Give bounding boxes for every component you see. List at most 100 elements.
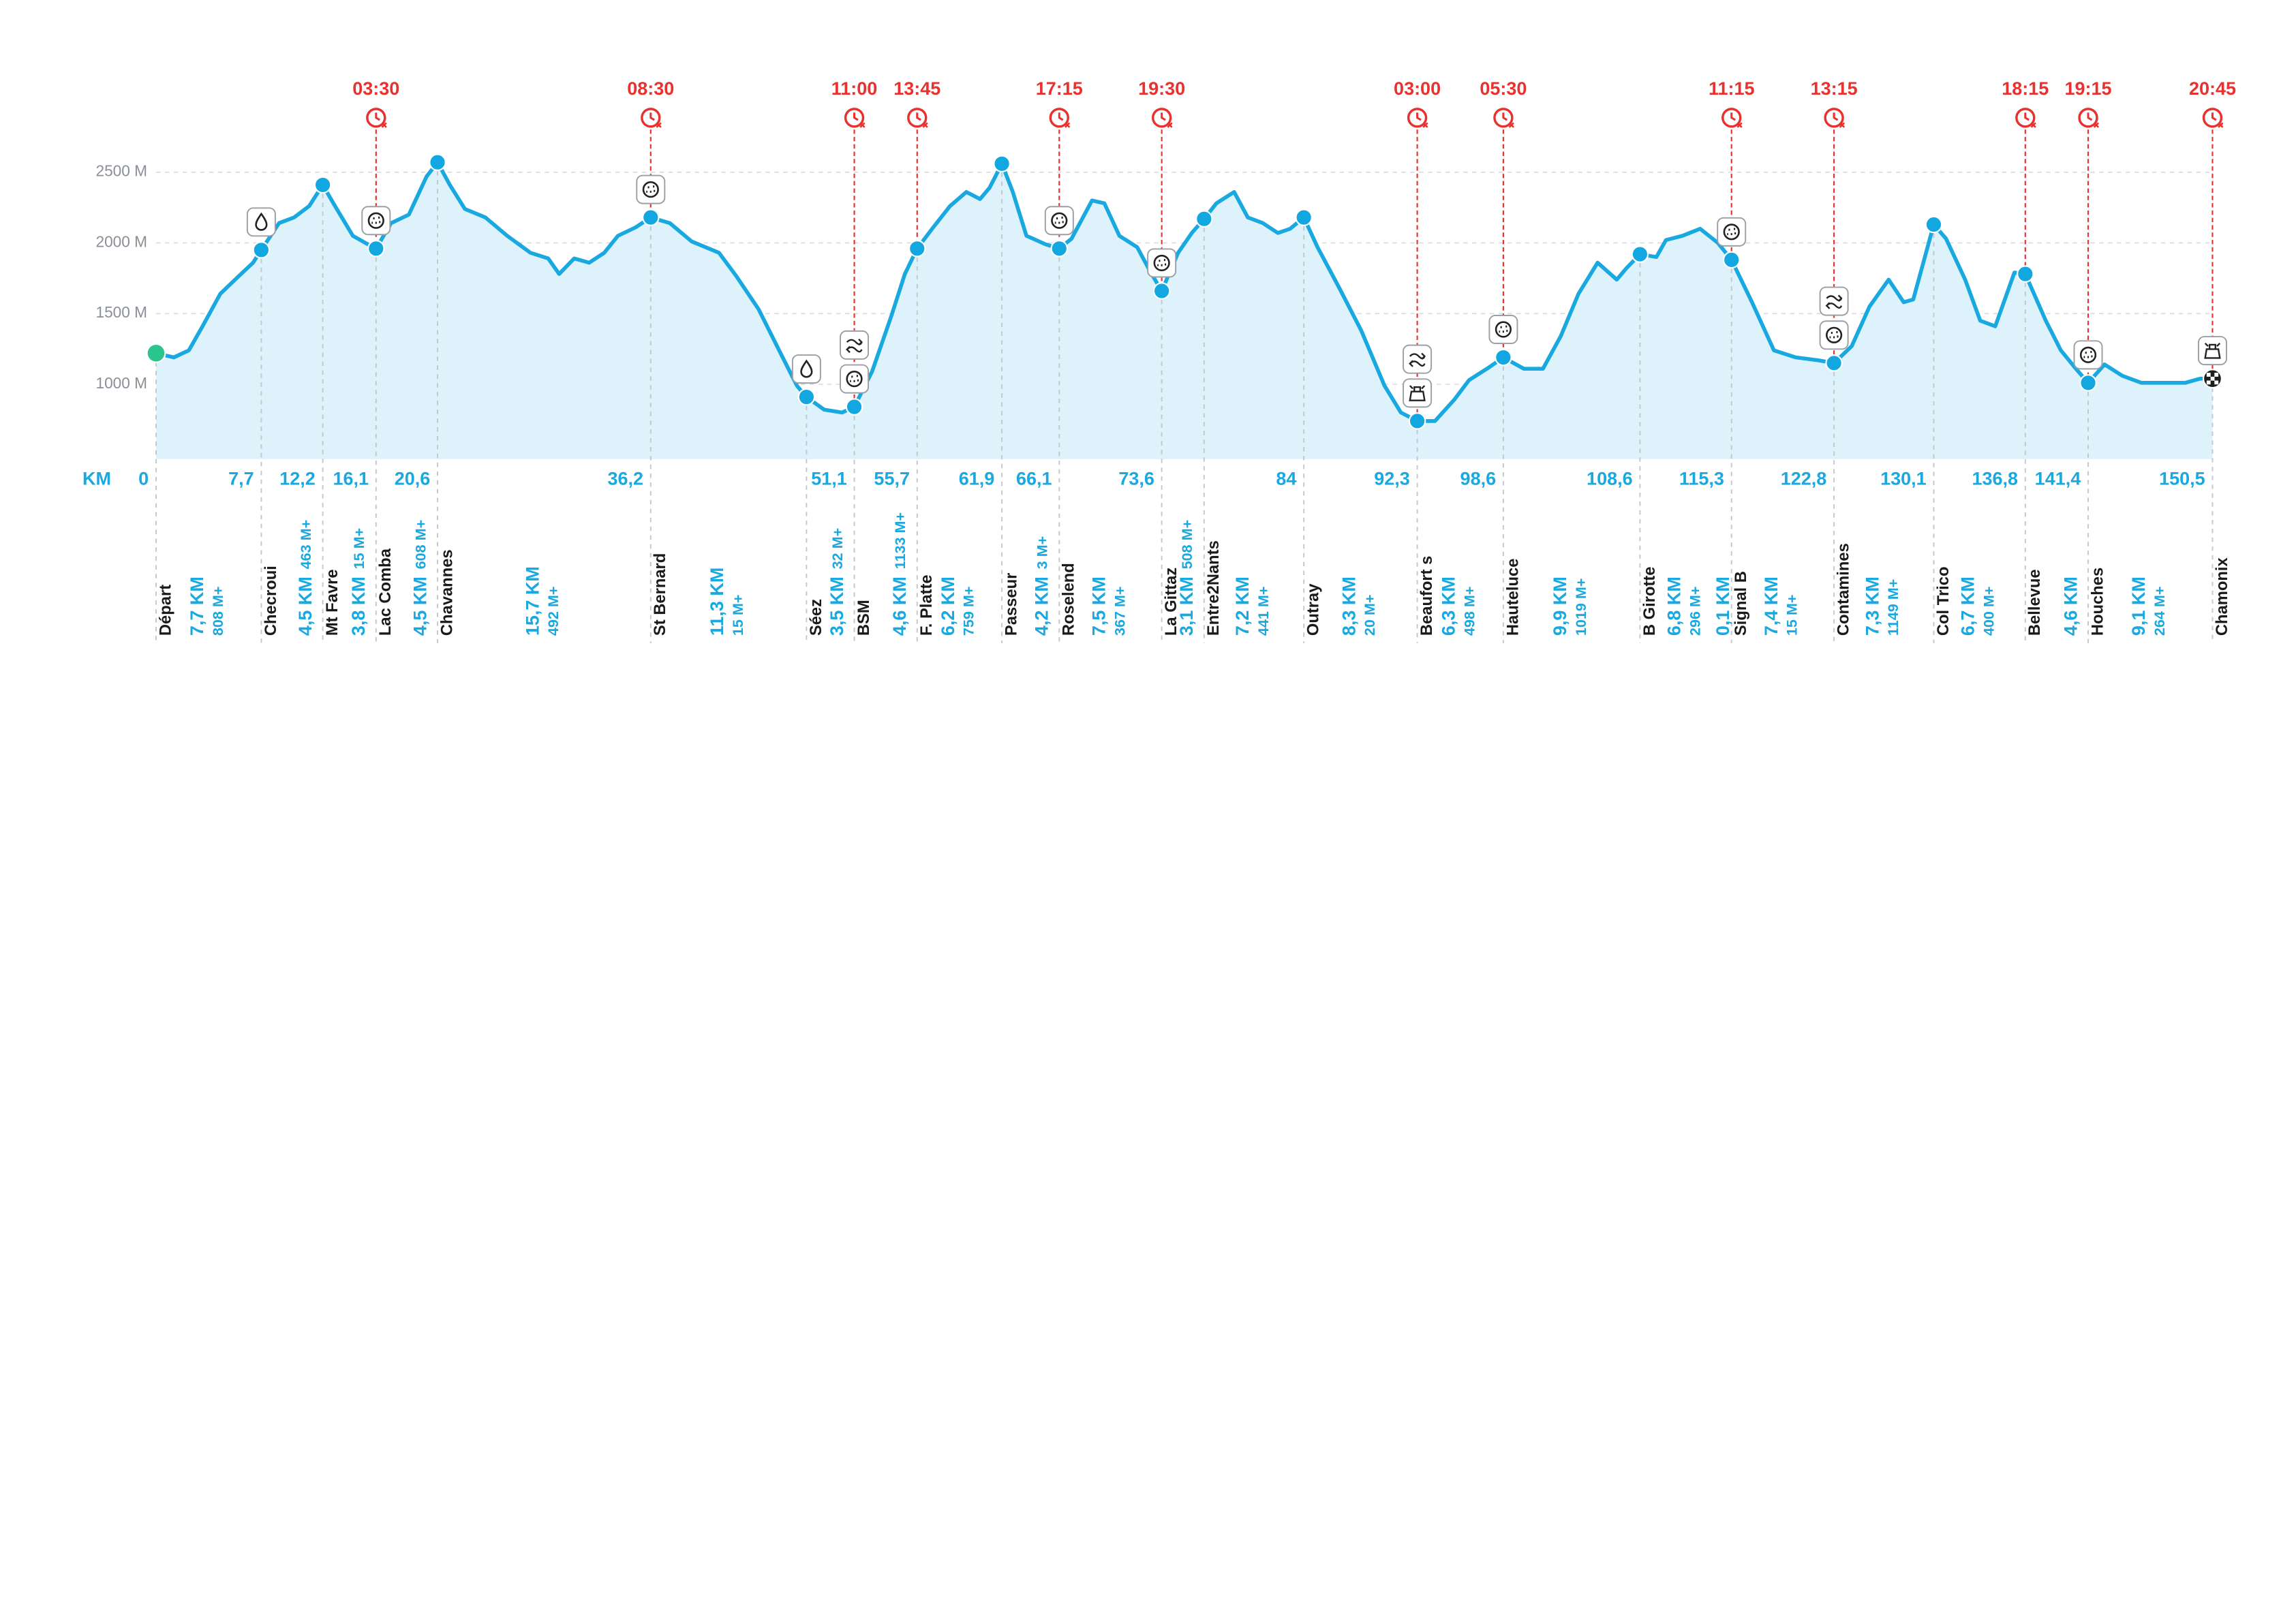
checkpoint-name: Beaufort s	[1418, 556, 1436, 636]
food-dots	[371, 216, 381, 224]
clock-cross	[2030, 122, 2036, 128]
segment-distance: 7,2 KM	[1232, 576, 1253, 636]
clock-cross	[1508, 122, 1514, 128]
food-dots	[646, 185, 656, 193]
x-tick-label: 55,7	[874, 468, 910, 489]
service-icon	[1488, 314, 1518, 344]
checkpoint-name: St Bernard	[651, 553, 669, 636]
clock-hands	[1502, 112, 1508, 121]
service-icon	[1044, 206, 1074, 236]
cutoff-time: 11:00	[831, 78, 878, 99]
segment-distance: 9,9 KM	[1550, 576, 1570, 636]
bag-icon	[2204, 342, 2221, 359]
segment-gain: 492 M+	[545, 587, 562, 636]
cutoff-time: 18:15	[2002, 78, 2049, 99]
cutoff-time: 05:30	[1480, 78, 1527, 99]
service-icon	[636, 174, 666, 204]
checkpoint-name: Séez	[807, 599, 825, 636]
clock-cross	[922, 122, 928, 128]
x-tick-label: 92,3	[1374, 468, 1410, 489]
checkpoint-point	[1295, 208, 1313, 226]
segment-label: 3,5 KM 32 M+	[827, 528, 847, 636]
finish-checks	[2206, 373, 2219, 385]
clock-hands	[375, 112, 380, 121]
finish-point	[2203, 369, 2222, 389]
clock-hands	[2024, 112, 2030, 121]
x-tick-label: 16,1	[333, 468, 369, 489]
clock-cross	[1422, 122, 1428, 128]
cutoff-time: 20:45	[2189, 78, 2236, 99]
segment-label: 4,6 KM 1133 M+	[889, 512, 910, 636]
water-icon	[255, 212, 268, 231]
checkpoint-point	[1925, 215, 1943, 234]
food-icon	[1051, 212, 1068, 229]
x-tick-label: 122,8	[1781, 468, 1827, 489]
segment-gain: 608 M+	[412, 520, 429, 570]
segment-distance: 3,5 KM	[827, 576, 847, 636]
segment-gain: 15 M+	[350, 528, 367, 570]
food-icon	[367, 212, 384, 229]
x-tick-label: 20,6	[395, 468, 431, 489]
icon-box	[840, 330, 870, 360]
x-tick-label: 0	[138, 468, 149, 489]
clock-hands	[1161, 112, 1166, 121]
clock-hands	[1833, 112, 1839, 121]
icon-box	[840, 364, 870, 394]
segment-label: 4,5 KM 463 M+	[295, 520, 316, 636]
checkpoint-name: F. Platte	[917, 574, 936, 636]
segment-distance: 4,5 KM	[295, 576, 316, 636]
cutoff-icon	[366, 108, 387, 128]
food-icon	[2079, 346, 2097, 363]
segment-gain: 463 M+	[297, 520, 314, 570]
cutoff-icon	[1151, 108, 1173, 128]
x-axis-label: KM	[82, 468, 111, 489]
clock-hands	[649, 112, 655, 121]
service-icon	[840, 330, 870, 360]
segment-gain: 441 M+	[1255, 587, 1272, 636]
clock-cross	[1736, 122, 1743, 128]
cutoff-icon	[2078, 108, 2100, 128]
checkpoint-name: B Girotte	[1640, 566, 1659, 636]
segment-gain: 3 M+	[1033, 536, 1050, 570]
service-icon	[1717, 217, 1747, 247]
food-icon	[642, 181, 659, 198]
x-tick-label: 12,2	[279, 468, 316, 489]
checkpoint-point	[1495, 348, 1512, 367]
checkpoint-name: Entre2Nants	[1204, 540, 1223, 636]
checkpoint-point	[908, 240, 926, 258]
checkpoint-name: Départ	[156, 585, 174, 636]
checkpoint-point	[1825, 354, 1843, 372]
segment-distance: 4,6 KM	[2060, 576, 2081, 636]
clock-hands	[2087, 112, 2093, 121]
clock-cross	[1839, 122, 1846, 128]
cutoff-time: 08:30	[627, 78, 674, 99]
segment-distance: 0,1 KM	[1713, 576, 1733, 636]
checkpoint-name: Contamines	[1835, 543, 1853, 636]
x-tick-label: 141,4	[2035, 468, 2081, 489]
cutoff-time: 03:30	[352, 78, 399, 99]
checkpoint-name: Chamonix	[2213, 557, 2231, 636]
segment-distance: 3,1 KM	[1176, 576, 1197, 636]
segment-distance: 6,8 KM	[1664, 576, 1685, 636]
y-tick-label: 2000 M	[95, 232, 147, 250]
cutoff-icon	[1407, 108, 1428, 128]
checkpoint-name: Hauteluce	[1503, 559, 1522, 636]
icon-box	[1819, 320, 1849, 350]
food-icon	[1723, 223, 1740, 241]
segment-distance: 6,7 KM	[1958, 576, 1978, 636]
segment-distance: 11,3 KM	[707, 568, 727, 636]
clock-hands	[1058, 112, 1064, 121]
segment-label: 4,2 KM 3 M+	[1032, 536, 1052, 636]
clock-cross	[381, 122, 387, 128]
food-icon	[1826, 326, 1843, 343]
clock-hands	[1730, 112, 1736, 121]
checkpoint-point	[1152, 282, 1171, 300]
service-icon	[1403, 378, 1433, 408]
cutoff-time: 13:45	[893, 78, 940, 99]
icon-box	[1488, 314, 1518, 344]
icon-box	[1717, 217, 1747, 247]
icon-box	[361, 206, 391, 236]
clock-cross	[656, 122, 662, 128]
clock-cross	[1167, 122, 1173, 128]
